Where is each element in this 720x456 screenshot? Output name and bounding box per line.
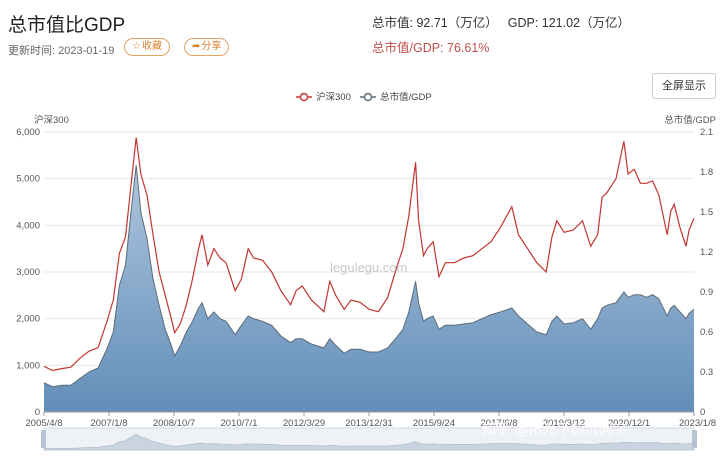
legend-hs300-marker [299,92,309,102]
page-title: 总市值比GDP [8,15,126,36]
x-tick-label: 2010/7/1 [221,418,258,429]
zoom-handle-right[interactable] [692,430,697,448]
x-tick-label: 2012/3/29 [283,418,325,429]
stats-row: 总市值: 92.71（万亿） GDP: 121.02（万亿） [372,12,640,31]
x-tick-label: 2020/12/1 [608,418,650,429]
x-tick-label: 2008/10/7 [153,418,195,429]
y-left-tick-label: 6,000 [16,127,40,138]
zoom-slider-preview [43,433,695,451]
legend-hs300-label: 沪深300 [316,91,351,103]
y-right-tick-label: 0.9 [700,287,713,298]
y-right-tick-label: 0 [700,407,705,418]
y-right-tick-label: 2.1 [700,127,713,138]
x-tick-label: 2015/9/24 [413,418,455,429]
y-right-tick-label: 0.6 [700,327,713,338]
share-button[interactable]: ➦分享 [184,38,230,56]
author-watermark: 知乎 @阳光下的沉同学 [482,421,626,438]
ratio-area [44,165,694,412]
y-left-tick-label: 5,000 [16,174,40,185]
star-icon: ☆ [132,41,141,52]
y-left-tick-label: 2,000 [16,314,40,325]
zoom-handle-left[interactable] [41,430,46,448]
x-tick-label: 2023/1/8 [679,418,716,429]
ratio-stat: 总市值/GDP: 76.61% [372,41,490,55]
update-time: 更新时间: 2023-01-19 [8,45,115,57]
hs300-series-line [43,137,695,372]
y-right-tick-label: 1.8 [700,167,713,178]
site-watermark: legulegu.com [330,260,407,275]
x-tick-label: 2019/3/12 [543,418,585,429]
y-left-tick-label: 3,000 [16,267,40,278]
x-tick-label: 2007/1/8 [91,418,128,429]
favorite-label: 收藏 [141,41,162,52]
y-left-tick-label: 1,000 [16,360,40,371]
y-right-tick-label: 1.5 [700,207,713,218]
y-right-axis-title: 总市值/GDP [664,114,716,126]
y-left-tick-label: 4,000 [16,220,40,231]
share-arrow-icon: ➦ [192,41,201,52]
y-right-tick-label: 1.2 [700,247,713,258]
y-left-tick-label: 0 [35,407,40,418]
x-tick-label: 2013/12/31 [345,418,393,429]
x-tick-label: 2017/6/8 [481,418,518,429]
share-label: 分享 [201,41,222,52]
x-tick-label: 2005/4/8 [26,418,63,429]
legend-ratio-marker [363,92,373,102]
fullscreen-button[interactable]: 全屏显示 [652,73,716,99]
ratio-series-line [43,165,695,388]
legend-ratio-label: 总市值/GDP [380,91,432,103]
gdp-stat: GDP: 121.02（万亿） [507,16,631,30]
y-left-axis-title: 沪深300 [34,114,69,126]
y-right-tick-label: 0.3 [700,367,713,378]
favorite-button[interactable]: ☆收藏 [124,38,170,56]
market-cap-stat: 总市值: 92.71（万亿） [372,16,498,30]
